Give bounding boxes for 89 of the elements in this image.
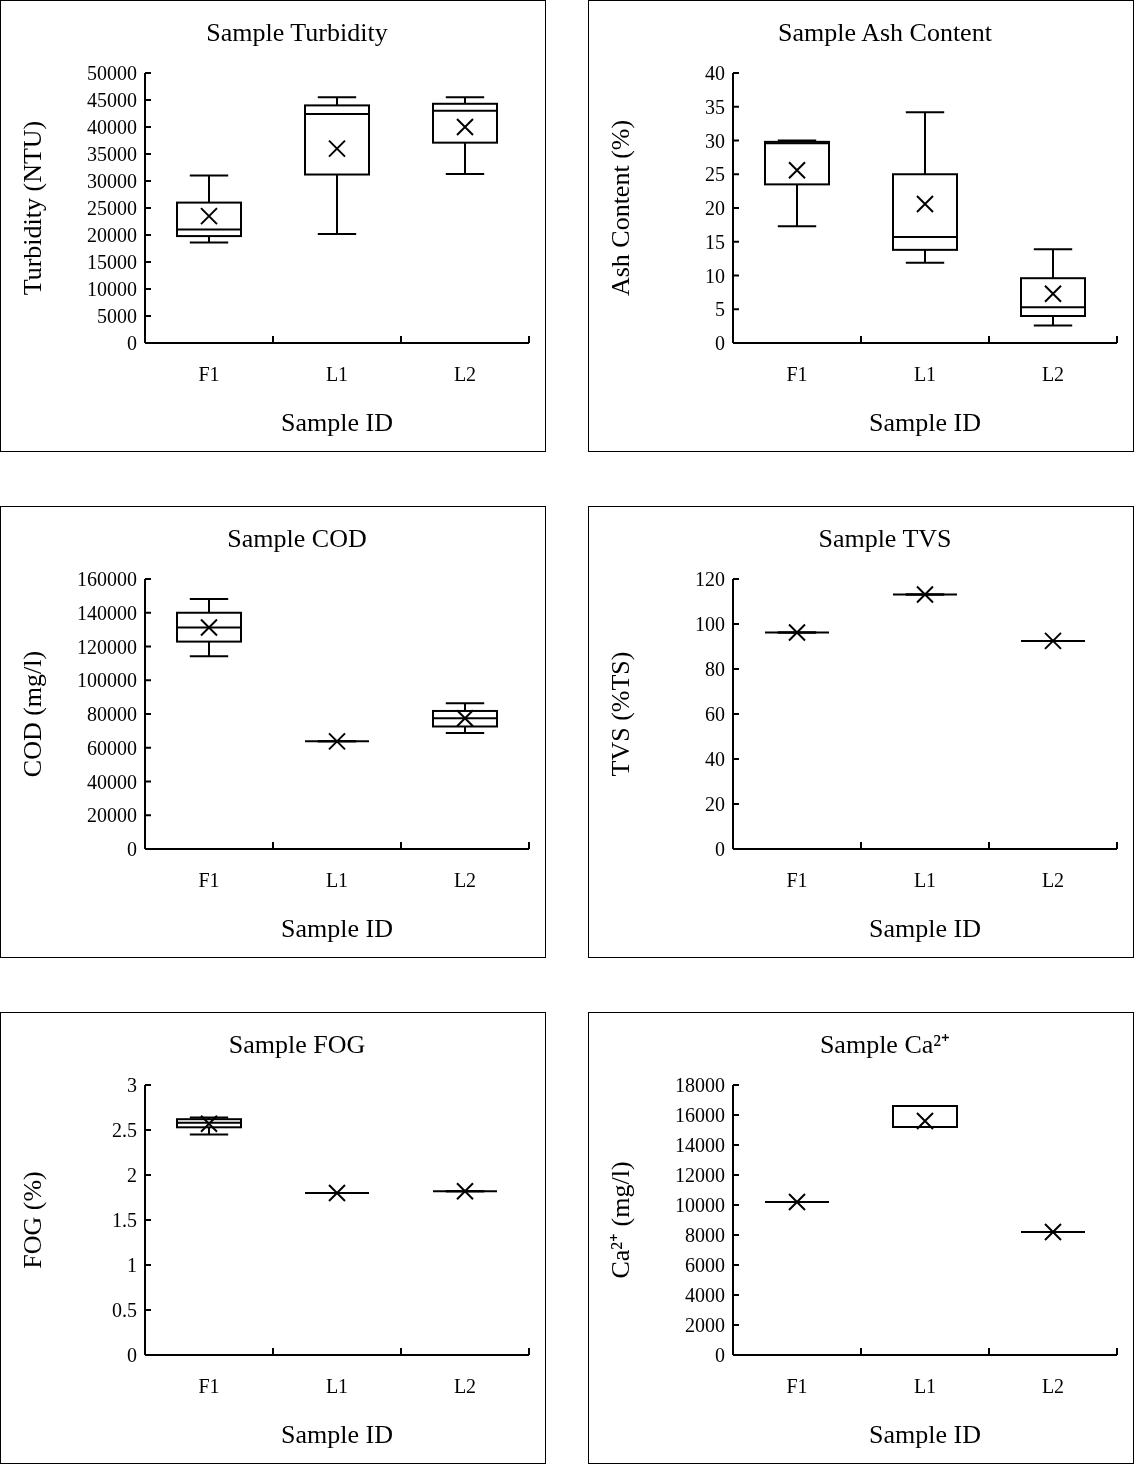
y-tick-label: 30000 <box>87 170 137 192</box>
y-tick-label: 40000 <box>87 116 137 138</box>
x-axis-title: Sample ID <box>281 408 393 437</box>
y-tick-label: 40000 <box>87 770 137 793</box>
x-tick-label: L1 <box>325 869 349 891</box>
x-tick-label: L1 <box>325 363 349 385</box>
y-tick-label: 100000 <box>77 669 137 692</box>
y-tick-label: 160000 <box>77 568 137 590</box>
y-tick-label: 40 <box>705 748 725 770</box>
y-tick-label: 60 <box>705 703 725 725</box>
y-tick-label: 0 <box>715 838 725 860</box>
y-tick-label: 8000 <box>685 1224 725 1246</box>
y-tick-label: 60000 <box>87 736 137 759</box>
y-tick-label: 120000 <box>77 635 137 658</box>
y-tick-label: 5 <box>715 298 725 321</box>
y-tick-label: 0 <box>127 1344 137 1366</box>
y-tick-label: 20000 <box>87 804 137 827</box>
y-tick-label: 14000 <box>675 1134 725 1156</box>
y-tick-label: 80 <box>705 658 725 680</box>
y-tick-label: 15 <box>705 230 725 253</box>
x-tick-label: L2 <box>1041 363 1065 385</box>
x-tick-label: L1 <box>325 1375 349 1397</box>
y-tick-label: 1.5 <box>112 1209 137 1231</box>
y-tick-label: 3 <box>127 1074 137 1096</box>
y-tick-label: 10000 <box>675 1194 725 1216</box>
y-tick-label: 12000 <box>675 1164 725 1186</box>
x-tick-label: L2 <box>453 363 477 385</box>
y-tick-label: 2 <box>127 1164 137 1186</box>
y-tick-label: 4000 <box>685 1284 725 1306</box>
x-tick-label: F1 <box>198 363 220 385</box>
y-tick-label: 0.5 <box>112 1299 137 1321</box>
y-tick-label: 16000 <box>675 1104 725 1126</box>
y-tick-label: 18000 <box>675 1074 725 1096</box>
x-tick-label: F1 <box>786 869 808 891</box>
x-axis-title: Sample ID <box>869 914 981 943</box>
y-tick-label: 15000 <box>87 251 137 273</box>
y-axis-title: Turbidity (NTU) <box>18 120 47 296</box>
x-tick-label: L1 <box>913 363 937 385</box>
x-axis-title: Sample ID <box>281 1420 393 1449</box>
y-tick-label: 0 <box>127 332 137 354</box>
x-tick-label: F1 <box>786 1375 808 1397</box>
x-axis-title: Sample ID <box>869 1420 981 1449</box>
y-tick-label: 1 <box>127 1254 137 1276</box>
y-tick-label: 10 <box>705 264 725 287</box>
y-tick-label: 2.5 <box>112 1119 137 1141</box>
chart-title: Sample TVS <box>818 524 952 553</box>
chart-title: Sample Ca²⁺ <box>819 1030 951 1059</box>
y-tick-label: 140000 <box>77 601 137 624</box>
y-axis-title: Ca²⁺ (mg/l) <box>606 1161 635 1279</box>
y-tick-label: 45000 <box>87 89 137 111</box>
y-tick-label: 0 <box>127 838 137 860</box>
y-axis-title: TVS (%TS) <box>606 651 635 777</box>
y-tick-label: 20 <box>705 793 725 815</box>
y-tick-label: 25000 <box>87 197 137 219</box>
y-tick-label: 6000 <box>685 1254 725 1276</box>
y-tick-label: 25 <box>705 163 725 186</box>
x-tick-label: L1 <box>913 869 937 891</box>
chart-title: Sample COD <box>227 524 367 553</box>
x-tick-label: L2 <box>453 869 477 891</box>
y-tick-label: 120 <box>695 568 725 590</box>
y-tick-label: 40 <box>705 62 725 84</box>
x-tick-label: L2 <box>1041 1375 1065 1397</box>
y-tick-label: 2000 <box>685 1314 725 1336</box>
x-tick-label: L2 <box>453 1375 477 1397</box>
y-tick-label: 0 <box>715 1344 725 1366</box>
chart-title: Sample FOG <box>228 1030 366 1059</box>
x-tick-label: L1 <box>913 1375 937 1397</box>
y-tick-label: 5000 <box>97 305 137 327</box>
y-tick-label: 0 <box>715 332 725 354</box>
y-tick-label: 35000 <box>87 143 137 165</box>
x-axis-title: Sample ID <box>869 408 981 437</box>
x-tick-label: F1 <box>198 869 220 891</box>
y-tick-label: 35 <box>705 95 725 118</box>
y-tick-label: 10000 <box>87 278 137 300</box>
y-tick-label: 80000 <box>87 703 137 725</box>
y-tick-label: 20000 <box>87 224 137 246</box>
chart-title: Sample Turbidity <box>206 18 388 47</box>
y-tick-label: 30 <box>705 129 725 152</box>
x-tick-label: L2 <box>1041 869 1065 891</box>
y-tick-label: 20 <box>705 197 725 219</box>
x-tick-label: F1 <box>198 1375 220 1397</box>
y-axis-title: FOG (%) <box>18 1171 47 1269</box>
y-tick-label: 50000 <box>87 62 137 84</box>
chart-title: Sample Ash Content <box>778 18 993 47</box>
x-axis-title: Sample ID <box>281 914 393 943</box>
y-axis-title: Ash Content (%) <box>606 119 635 297</box>
x-tick-label: F1 <box>786 363 808 385</box>
y-tick-label: 100 <box>695 613 725 635</box>
y-axis-title: COD (mg/l) <box>18 650 47 778</box>
